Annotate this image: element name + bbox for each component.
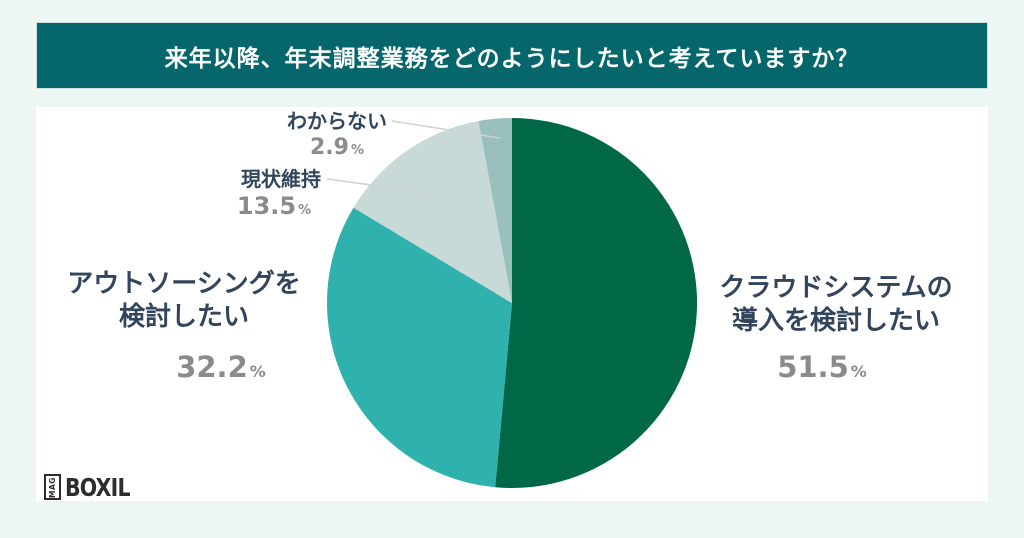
label-outsourcing-line2: 検討したい xyxy=(118,302,249,332)
title-banner: 来年以降、年末調整業務をどのようにしたいと考えていますか？ xyxy=(36,22,988,89)
percent-outsourcing-unit: % xyxy=(249,362,266,381)
percent-outsourcing: 32.2% xyxy=(121,350,321,384)
percent-unsure: 2.9% xyxy=(237,135,437,160)
label-cloud-system: クラウドシステムの 導入を検討したい xyxy=(686,272,986,338)
pie-slices xyxy=(327,118,697,488)
percent-cloud-value: 51.5 xyxy=(777,350,849,384)
pie-slice-4 xyxy=(478,118,512,303)
pie-slice-1 xyxy=(495,118,697,488)
percent-unsure-value: 2.9 xyxy=(309,135,349,160)
label-unsure: わからない xyxy=(287,109,387,133)
label-status-quo: 現状維持 xyxy=(241,167,321,191)
boxil-logo: MAG BOXIL xyxy=(44,474,144,500)
percent-outsourcing-value: 32.2 xyxy=(176,350,248,384)
label-cloud-line1: クラウドシステムの xyxy=(719,273,953,303)
percent-status-quo-unit: % xyxy=(298,203,312,218)
pie-chart xyxy=(327,118,697,488)
pie-slice-2 xyxy=(327,207,512,488)
leader-line-status-quo xyxy=(327,178,439,195)
leader-line-unsure xyxy=(391,120,501,139)
boxil-logo-mark: MAG xyxy=(44,474,61,500)
boxil-logo-mark-text: MAG xyxy=(48,476,57,498)
pie-slice-3 xyxy=(353,121,512,303)
label-cloud-line2: 導入を検討したい xyxy=(731,306,940,336)
boxil-logo-text: BOXIL xyxy=(65,472,131,502)
percent-cloud-unit: % xyxy=(850,362,867,381)
chart-title: 来年以降、年末調整業務をどのようにしたいと考えていますか？ xyxy=(164,45,860,72)
label-outsourcing: アウトソーシングを 検討したい xyxy=(34,268,334,334)
percent-status-quo-value: 13.5 xyxy=(236,192,297,220)
percent-cloud-system: 51.5% xyxy=(722,350,922,384)
label-outsourcing-line1: アウトソーシングを xyxy=(67,269,301,299)
percent-unsure-unit: % xyxy=(350,143,364,158)
percent-status-quo: 13.5% xyxy=(174,192,374,220)
